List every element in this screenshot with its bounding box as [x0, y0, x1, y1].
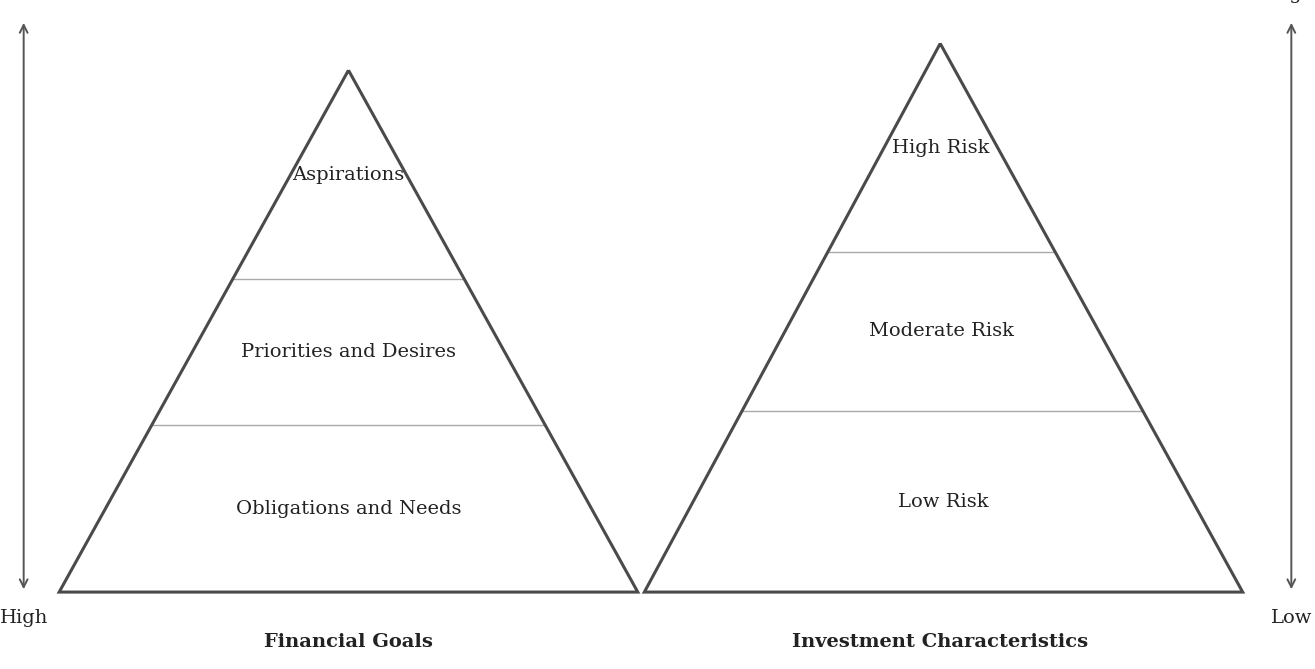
Text: Priorities and Desires: Priorities and Desires: [241, 343, 456, 361]
Text: Low Risk: Low Risk: [898, 492, 989, 510]
Text: Low: Low: [3, 0, 45, 3]
Text: Obligations and Needs: Obligations and Needs: [235, 500, 462, 518]
Text: Moderate Risk: Moderate Risk: [869, 322, 1014, 341]
Text: High Risk: High Risk: [892, 138, 990, 157]
Text: Aspirations: Aspirations: [292, 166, 405, 183]
Text: High: High: [1268, 0, 1315, 3]
Text: High: High: [0, 609, 47, 627]
Text: Low: Low: [1270, 609, 1312, 627]
Text: Investment Characteristics: Investment Characteristics: [792, 634, 1089, 651]
Text: Financial Goals: Financial Goals: [264, 634, 433, 651]
